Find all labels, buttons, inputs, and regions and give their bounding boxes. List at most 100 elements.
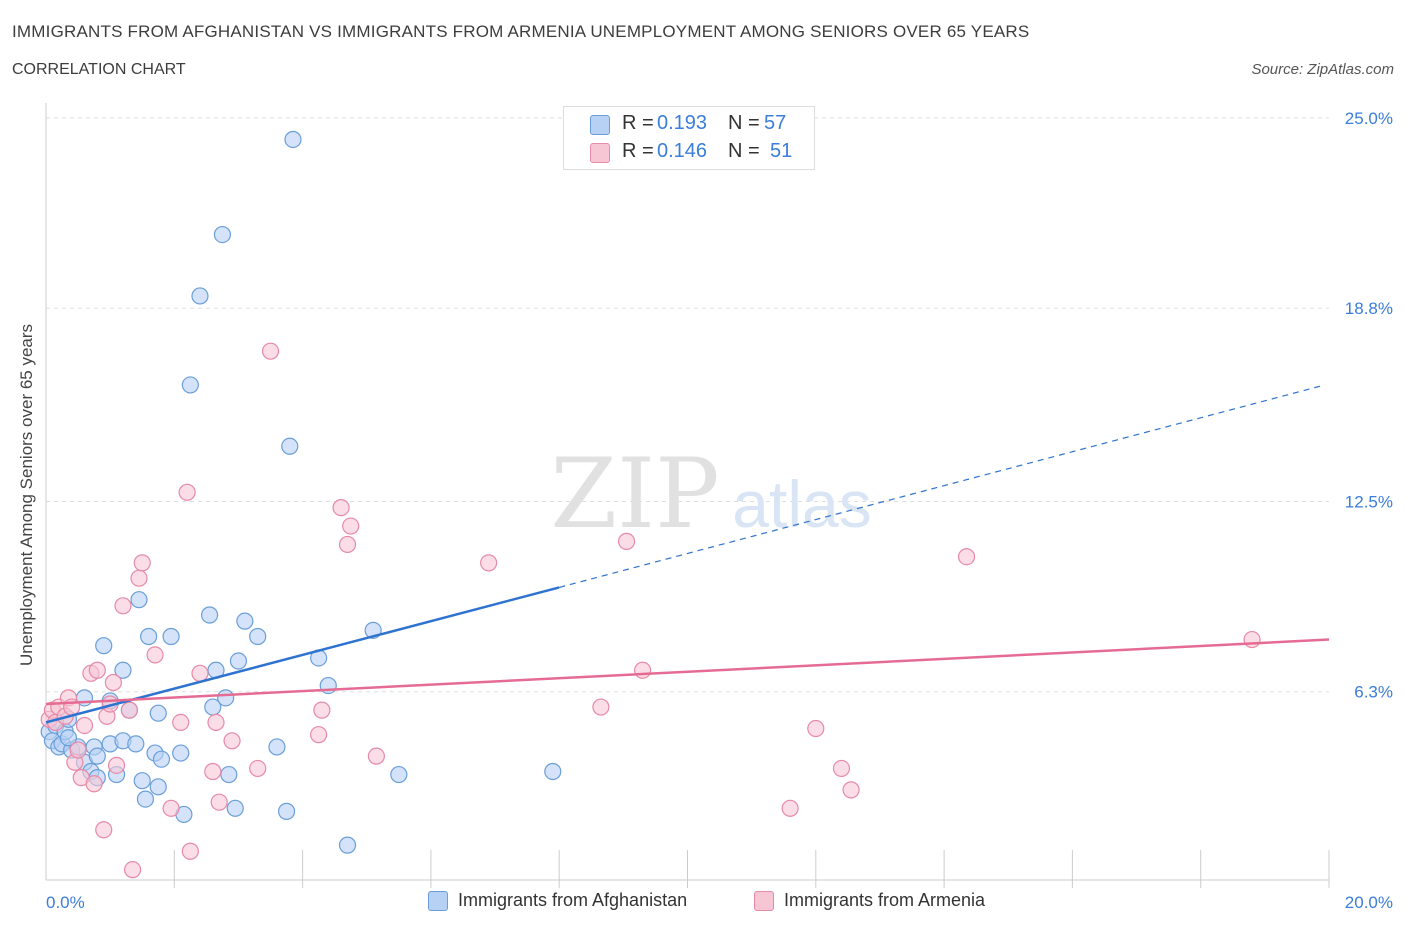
stats-row-afghanistan: R = 0.193 N = 57 — [564, 112, 814, 138]
afghanistan-point — [114, 661, 132, 679]
armenia-swatch — [590, 143, 610, 163]
legend-label: Immigrants from Armenia — [784, 890, 986, 910]
armenia-point — [342, 517, 360, 535]
r-value: 0.193 — [657, 112, 708, 134]
armenia-point — [85, 775, 103, 793]
y-tick-label: 6.3% — [1354, 683, 1393, 702]
afghanistan-point — [213, 225, 232, 244]
afghanistan-point — [127, 735, 145, 753]
stats-row-armenia: R = 0.146 N = 51 — [564, 140, 814, 166]
afghanistan-point — [277, 802, 296, 820]
armenia-point — [807, 719, 825, 738]
x-tick-label: 20.0% — [1345, 893, 1393, 912]
afghanistan-point — [229, 652, 248, 670]
afghanistan-point — [136, 790, 155, 808]
afghanistan-point — [149, 704, 167, 722]
afghanistan-point — [200, 606, 219, 624]
trend-lines — [45, 384, 1330, 724]
armenia-point — [367, 747, 385, 765]
armenia-point — [133, 554, 151, 572]
armenia-point — [124, 861, 142, 879]
armenia-point — [310, 726, 328, 744]
r-label: R = — [622, 140, 654, 162]
axes — [45, 103, 1330, 888]
armenia-point — [480, 554, 498, 572]
armenia-point — [130, 569, 148, 587]
afghanistan-point — [217, 689, 235, 707]
watermark-atlas: atlas — [732, 467, 871, 541]
armenia-point — [146, 646, 164, 664]
armenia-trend-line — [45, 638, 1330, 706]
n-value: 51 — [770, 140, 793, 162]
afghanistan-point — [284, 130, 302, 149]
afghanistan-point — [59, 729, 78, 747]
afghanistan-trend-extension — [559, 384, 1326, 588]
chart-title: IMMIGRANTS FROM AFGHANISTAN VS IMMIGRANT… — [12, 22, 1030, 41]
afghanistan-legend-swatch — [428, 891, 448, 911]
afghanistan-point — [149, 778, 167, 796]
x-tick-label: 0.0% — [46, 893, 85, 912]
afghanistan-point — [338, 836, 357, 854]
afghanistan-point — [140, 627, 158, 646]
armenia-point — [332, 499, 350, 517]
armenia-point — [178, 483, 196, 501]
armenia-point — [338, 535, 357, 554]
r-value: 0.146 — [657, 140, 708, 162]
afghanistan-point — [162, 627, 180, 646]
armenia-point — [842, 781, 860, 799]
gridlines — [46, 117, 1329, 693]
stats-box: R = 0.193 N = 57 R = 0.146 N = 51 — [563, 106, 815, 170]
watermark-zip: ZIP — [550, 438, 719, 550]
data-points — [40, 130, 1261, 879]
afghanistan-point — [226, 799, 244, 817]
armenia-point — [191, 664, 209, 682]
armenia-point — [223, 732, 241, 750]
armenia-point — [261, 342, 280, 360]
afghanistan-point — [133, 772, 151, 790]
afghanistan-point — [172, 744, 190, 762]
armenia-point — [204, 762, 222, 781]
afghanistan-point — [249, 627, 267, 646]
afghanistan-point — [95, 637, 113, 655]
y-tick-label: 18.8% — [1345, 299, 1393, 318]
armenia-point — [104, 673, 122, 692]
armenia-point — [592, 698, 610, 716]
armenia-point — [633, 661, 652, 679]
y-tick-label: 12.5% — [1345, 493, 1393, 512]
watermark: ZIP atlas — [550, 438, 871, 550]
armenia-point — [88, 661, 106, 679]
n-label: N = — [728, 140, 760, 162]
afghanistan-point — [88, 747, 106, 765]
armenia-point — [107, 756, 126, 774]
armenia-point — [1243, 630, 1261, 649]
armenia-point — [114, 597, 132, 615]
afghanistan-point — [544, 762, 562, 781]
armenia-point — [832, 759, 851, 778]
armenia-point — [313, 701, 331, 719]
afghanistan-point — [236, 612, 254, 630]
armenia-point — [75, 716, 94, 735]
armenia-point — [617, 532, 636, 550]
afghanistan-point — [268, 738, 286, 756]
r-label: R = — [622, 112, 654, 134]
afghanistan-point — [390, 765, 408, 784]
n-value: 57 — [764, 112, 787, 134]
n-label: N = — [728, 112, 760, 134]
afghanistan-point — [191, 287, 209, 305]
tick-labels: 6.3% 12.5% 18.8% 25.0% 0.0% 20.0% — [46, 109, 1393, 912]
armenia-legend-swatch — [754, 891, 774, 911]
armenia-point — [120, 701, 138, 719]
armenia-point — [957, 548, 976, 566]
chart-subtitle: CORRELATION CHART — [12, 61, 186, 78]
afghanistan-point — [181, 376, 199, 394]
armenia-point — [181, 842, 199, 860]
afghanistan-point — [281, 437, 299, 455]
armenia-point — [69, 741, 87, 759]
armenia-point — [162, 799, 180, 817]
afghanistan-point — [152, 750, 171, 768]
armenia-point — [781, 799, 799, 817]
armenia-point — [95, 821, 113, 839]
source-credit: Source: ZipAtlas.com — [1251, 61, 1394, 78]
afghanistan-point — [220, 765, 238, 784]
